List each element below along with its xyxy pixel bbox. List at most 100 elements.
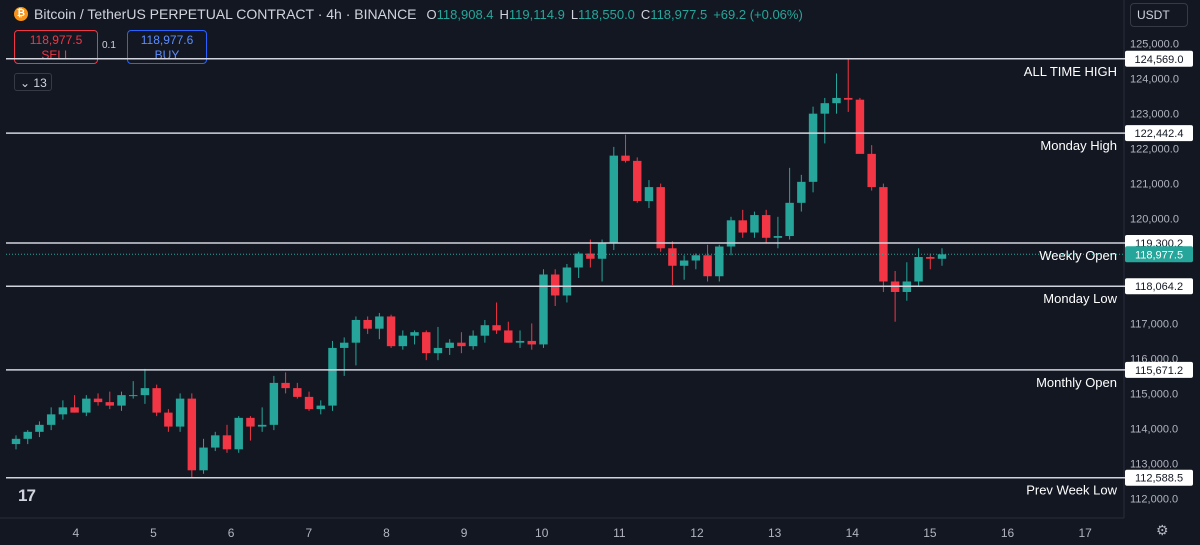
x-tick-label: 9 <box>461 526 468 540</box>
candle-body <box>527 340 536 345</box>
candle-body <box>679 260 689 266</box>
sell-price: 118,977.5 <box>29 33 83 47</box>
candle-body <box>152 388 161 413</box>
candle-body <box>480 325 490 336</box>
ohlc-open-key: O <box>426 6 437 22</box>
currency-selector[interactable]: USDT <box>1130 3 1188 27</box>
ohlc-high-value: 119,114.9 <box>508 6 565 22</box>
candle-body <box>597 243 607 259</box>
y-tick-label: 123,000.0 <box>1130 109 1179 121</box>
level-name: Monthly Open <box>1036 375 1117 390</box>
x-tick-label: 15 <box>923 526 937 540</box>
candle-body <box>492 325 501 331</box>
candle-body <box>187 398 197 471</box>
level-name: Monday Low <box>1043 291 1117 306</box>
candle-body <box>504 330 513 343</box>
candle-body <box>750 215 759 233</box>
x-tick-label: 14 <box>846 526 860 540</box>
level-price-tag <box>1125 50 1193 67</box>
x-tick-label: 4 <box>73 526 80 540</box>
tradingview-logo-icon: 17 <box>18 486 36 505</box>
symbol-header: ₿ Bitcoin / TetherUS PERPETUAL CONTRACT … <box>0 0 1139 28</box>
candle-body <box>257 424 267 427</box>
candle-body <box>621 155 630 161</box>
level-price-label: 118,064.2 <box>1135 281 1183 293</box>
level-price-tag <box>1125 469 1193 486</box>
candle-body <box>175 398 185 427</box>
ohlc-readout: O118,908.4 H119,114.9 L118,550.0 C118,97… <box>427 7 803 22</box>
candle-body <box>656 187 665 249</box>
candle-body <box>328 347 337 406</box>
indicators-count: 13 <box>33 76 47 90</box>
candle-body <box>351 319 361 343</box>
y-tick-label: 122,000.0 <box>1130 144 1179 156</box>
candle-body <box>691 255 701 261</box>
x-tick-label: 5 <box>150 526 157 540</box>
settings-icon[interactable]: ⚙ <box>1156 522 1169 538</box>
candle-body <box>855 99 865 154</box>
candle-body <box>562 267 572 296</box>
y-tick-label: 112,000.0 <box>1130 493 1178 505</box>
x-tick-label: 11 <box>613 526 626 540</box>
candle-body <box>738 220 747 233</box>
candle-body <box>457 342 466 347</box>
x-tick-label: 8 <box>383 526 390 540</box>
y-tick-label: 114,000.0 <box>1130 423 1178 435</box>
candle-body <box>844 97 853 100</box>
candle-body <box>433 347 443 354</box>
y-tick-label: 125,000.0 <box>1130 39 1179 51</box>
candle-body <box>339 342 349 348</box>
x-tick-label: 10 <box>535 526 549 540</box>
current-price-tag <box>1125 246 1193 263</box>
candle-body <box>937 254 947 259</box>
spread-value: 0.1 <box>102 40 116 51</box>
candle-body <box>316 405 325 410</box>
candle-body <box>281 382 290 389</box>
candle-body <box>211 435 220 448</box>
candle-body <box>703 255 712 277</box>
candle-body <box>11 438 21 445</box>
x-tick-label: 17 <box>1079 526 1093 540</box>
ohlc-high-key: H <box>499 6 509 22</box>
x-tick-label: 6 <box>228 526 235 540</box>
candle-body <box>785 202 794 237</box>
candle-body <box>668 248 677 266</box>
candle-body <box>398 335 408 347</box>
candle-body <box>644 187 654 202</box>
candle-body <box>93 398 103 403</box>
y-tick-label: 117,000.0 <box>1130 318 1178 330</box>
candle-body <box>550 274 560 296</box>
candle-body <box>70 407 79 413</box>
candle-body <box>715 246 724 277</box>
x-tick-label: 16 <box>1001 526 1015 540</box>
y-tick-label: 124,000.0 <box>1130 74 1179 86</box>
candle-body <box>164 412 173 427</box>
x-tick-label: 12 <box>690 526 704 540</box>
symbol-title[interactable]: Bitcoin / TetherUS PERPETUAL CONTRACT · … <box>34 6 417 22</box>
candle-body <box>128 395 138 397</box>
candle-body <box>468 335 478 347</box>
candle-body <box>773 236 783 238</box>
candle-body <box>246 417 255 427</box>
candle-body <box>105 402 114 406</box>
candle-body <box>609 155 619 244</box>
candle-body <box>797 181 806 203</box>
level-price-tag <box>1125 125 1193 142</box>
candle-body <box>293 388 302 397</box>
ohlc-open-value: 118,908.4 <box>436 6 494 22</box>
candle-body <box>539 274 548 345</box>
level-price-label: 115,671.2 <box>1135 365 1183 377</box>
candle-body <box>726 220 736 247</box>
candle-body <box>633 160 642 202</box>
y-tick-label: 121,000.0 <box>1130 179 1179 191</box>
level-name: Prev Week Low <box>1026 483 1117 498</box>
current-price-label: 118,977.5 <box>1135 249 1183 261</box>
indicators-collapse-button[interactable]: ⌄ 13 <box>14 73 52 91</box>
ohlc-low-key: L <box>570 6 579 22</box>
candle-body <box>363 319 372 329</box>
candle-body <box>515 340 525 343</box>
candle-body <box>867 153 876 188</box>
level-price-tag <box>1125 278 1193 295</box>
level-name: Weekly Open <box>1039 248 1117 263</box>
